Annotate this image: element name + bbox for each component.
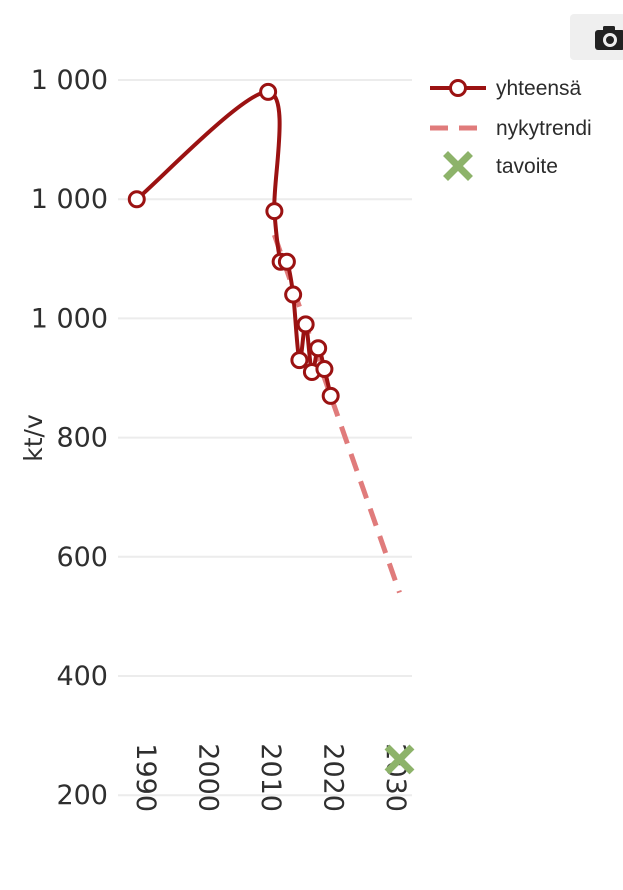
x-axis-ticks: 1990 2000 2010 2020 2030: [130, 743, 411, 812]
camera-icon: [595, 26, 623, 50]
y-tick-label: 400: [56, 661, 108, 692]
x-tick-label: 2010: [255, 743, 286, 812]
yhteensa-point[interactable]: [296, 315, 315, 334]
x-tick-label: 2000: [192, 743, 223, 812]
legend[interactable]: yhteensä nykytrendi tavoite: [430, 77, 592, 181]
yhteensa-point[interactable]: [265, 202, 284, 221]
y-tick-label: 200: [56, 780, 108, 811]
yhteensa-point[interactable]: [259, 82, 278, 101]
y-axis-ticks: 200 400 600 800 1 000 1 000 1 000: [31, 65, 108, 811]
y-tick-label: 1 000: [31, 184, 108, 215]
yhteensa-point[interactable]: [315, 360, 334, 379]
legend-label[interactable]: yhteensä: [496, 77, 582, 100]
x-tick-label: 2020: [317, 743, 348, 812]
yhteensa-point[interactable]: [321, 386, 340, 405]
gridlines: [118, 79, 412, 797]
legend-marker-yhteensa: [449, 79, 467, 97]
series-layer: [127, 82, 415, 775]
y-tick-label: 800: [56, 423, 108, 454]
yhteensa-point[interactable]: [309, 339, 328, 358]
y-tick-label: 1 000: [31, 303, 108, 334]
x-tick-label: 1990: [130, 743, 161, 812]
yhteensa-point[interactable]: [290, 351, 309, 370]
yhteensa-point[interactable]: [277, 252, 296, 271]
yhteensa-line: [135, 89, 333, 397]
legend-swatch-tavoite: [443, 151, 473, 181]
yhteensa-point[interactable]: [127, 190, 146, 209]
yhteensa-point[interactable]: [284, 285, 303, 304]
y-axis-title: kt/v: [19, 414, 48, 462]
legend-label[interactable]: nykytrendi: [496, 117, 592, 140]
tavoite-marker[interactable]: [384, 744, 415, 775]
y-tick-label: 600: [56, 542, 108, 573]
legend-label[interactable]: tavoite: [496, 155, 558, 178]
y-tick-label: 1 000: [31, 65, 108, 96]
download-plot-button[interactable]: [570, 14, 623, 60]
